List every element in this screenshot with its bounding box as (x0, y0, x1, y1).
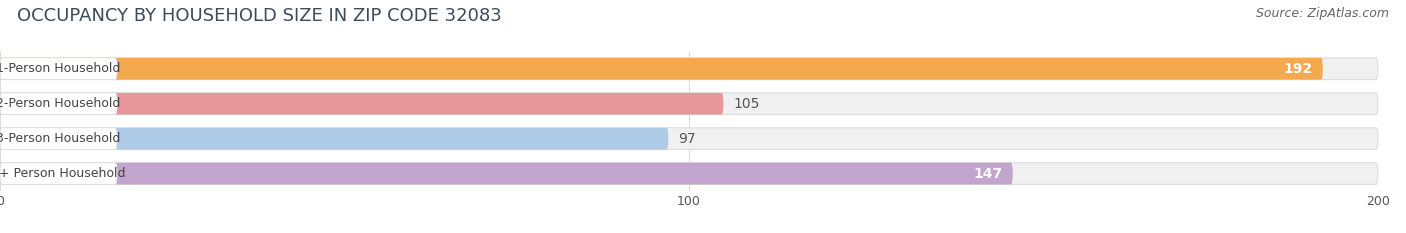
Text: 4+ Person Household: 4+ Person Household (0, 167, 125, 180)
Text: 3-Person Household: 3-Person Household (0, 132, 121, 145)
FancyBboxPatch shape (0, 58, 117, 80)
FancyBboxPatch shape (0, 93, 117, 115)
Text: 1-Person Household: 1-Person Household (0, 62, 121, 75)
FancyBboxPatch shape (0, 93, 723, 115)
Text: 147: 147 (973, 167, 1002, 181)
Text: Source: ZipAtlas.com: Source: ZipAtlas.com (1256, 7, 1389, 20)
FancyBboxPatch shape (0, 163, 1378, 185)
FancyBboxPatch shape (0, 163, 117, 185)
Text: OCCUPANCY BY HOUSEHOLD SIZE IN ZIP CODE 32083: OCCUPANCY BY HOUSEHOLD SIZE IN ZIP CODE … (17, 7, 502, 25)
FancyBboxPatch shape (0, 58, 1378, 80)
FancyBboxPatch shape (0, 128, 668, 150)
FancyBboxPatch shape (0, 93, 1378, 115)
Text: 105: 105 (734, 97, 761, 111)
FancyBboxPatch shape (0, 163, 1012, 185)
Text: 2-Person Household: 2-Person Household (0, 97, 121, 110)
FancyBboxPatch shape (0, 128, 1378, 150)
Text: 97: 97 (679, 132, 696, 146)
Text: 192: 192 (1284, 62, 1312, 76)
FancyBboxPatch shape (0, 128, 117, 150)
FancyBboxPatch shape (0, 58, 1323, 80)
